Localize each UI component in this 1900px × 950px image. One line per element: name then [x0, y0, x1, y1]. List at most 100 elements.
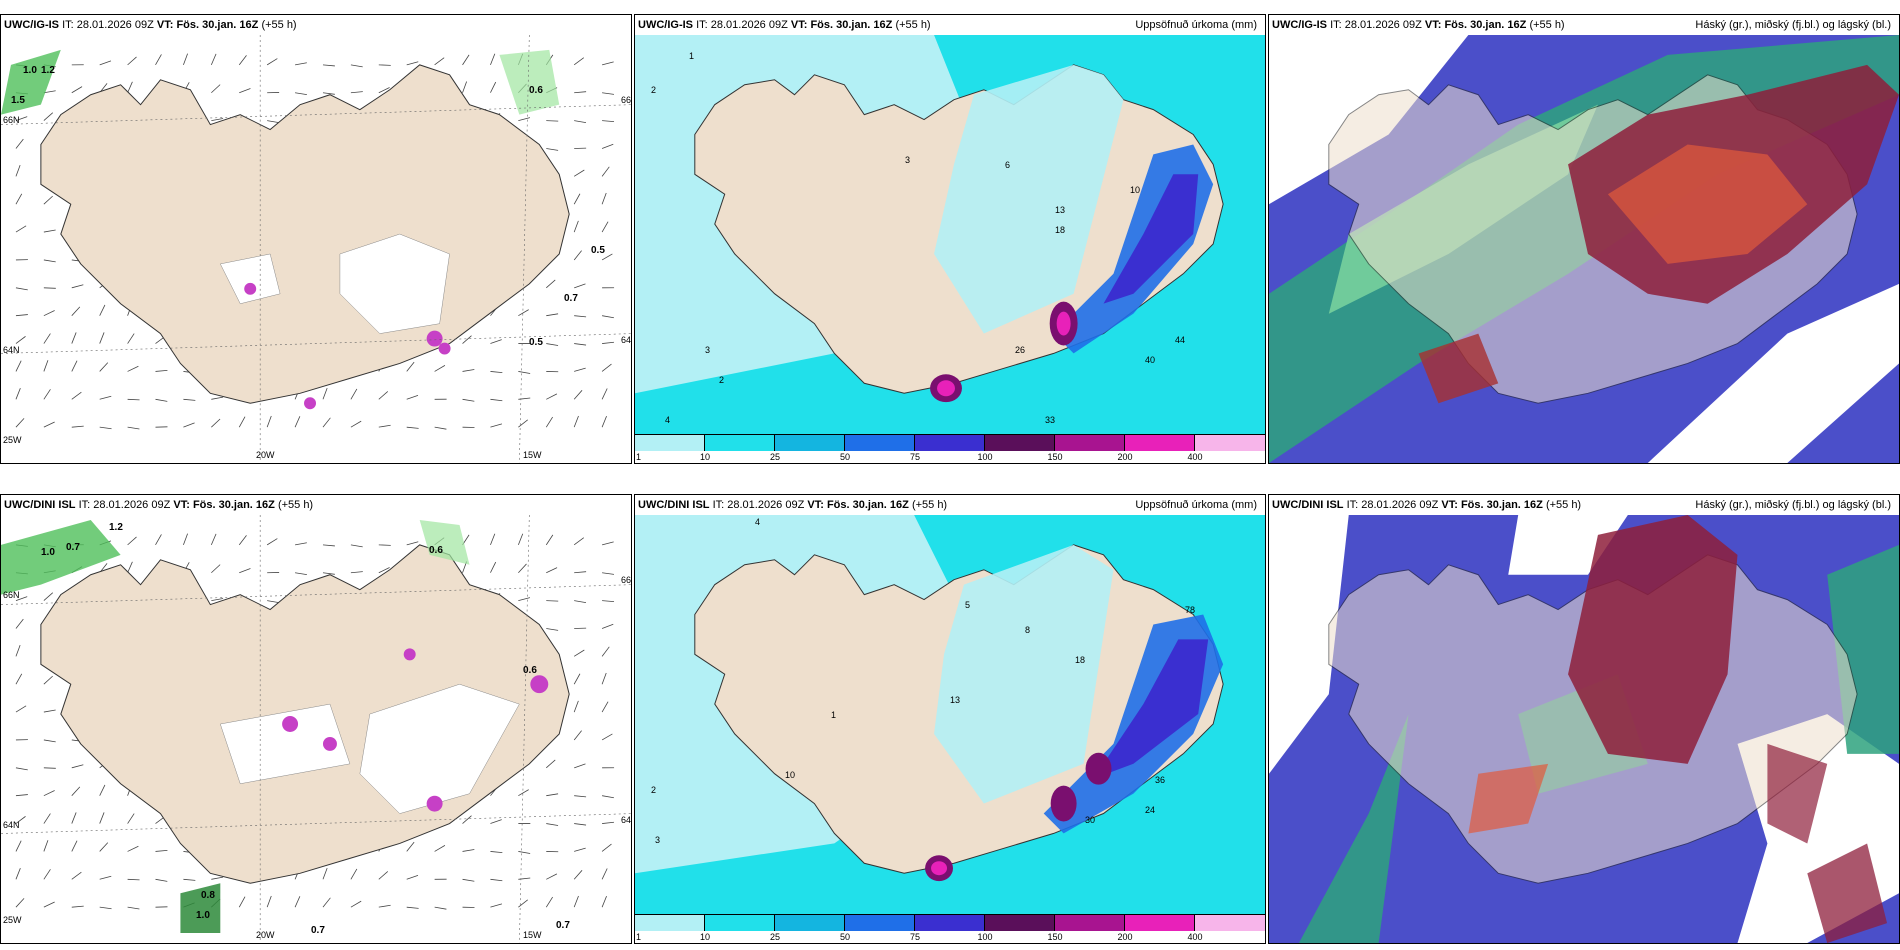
precip-value: 36 — [1155, 775, 1166, 785]
wind-barb — [266, 58, 278, 66]
wind-barb — [43, 333, 51, 344]
wind-barb — [601, 61, 614, 66]
precip-max — [1056, 311, 1071, 336]
grid-line — [1, 333, 631, 354]
wind-value: 0.7 — [556, 920, 570, 931]
precip-value: 3 — [655, 835, 661, 845]
precip-value: 18 — [1055, 225, 1066, 235]
precip-title: Uppsöfnuð úrkoma (mm) — [1135, 499, 1257, 511]
wind-barb — [490, 423, 503, 428]
wind-barb — [43, 869, 51, 880]
wind-barb — [43, 901, 55, 908]
wind-value: 0.5 — [591, 245, 605, 256]
lead-time: (+55 h) — [895, 19, 931, 31]
precip-value: 4 — [665, 415, 671, 425]
wind-barb — [574, 763, 586, 769]
precip-value: 4 — [755, 517, 761, 527]
panel-header: UWC/DINI ISL IT: 28.01.2026 09Z VT: Fös.… — [1, 495, 631, 515]
colorbar-tick: 75 — [909, 452, 921, 462]
wind-green — [180, 883, 221, 934]
wind-green — [1, 49, 61, 115]
wind-barb — [518, 117, 531, 121]
wind-barb — [378, 567, 390, 574]
wind-value: 0.7 — [564, 293, 578, 304]
cloud-title: Háský (gr.), miðský (fj.bl.) og lágský (… — [1695, 19, 1891, 31]
wind-barb — [518, 899, 528, 908]
precip-max — [937, 380, 955, 397]
lowcloud-spot — [1418, 333, 1499, 404]
wind-barb — [294, 62, 307, 66]
grid-line — [1, 104, 631, 125]
wind-barb — [434, 845, 446, 852]
wind-value: 1.2 — [41, 65, 55, 76]
grid-label: 15W — [523, 450, 542, 460]
wind-barb — [127, 333, 135, 344]
wind-barb — [99, 906, 112, 910]
precip-navy-band — [1093, 639, 1209, 779]
highcloud-orange — [1607, 144, 1808, 264]
wind-barb — [546, 393, 558, 400]
wind-barb — [43, 389, 51, 400]
wind-barb — [434, 57, 445, 66]
wind-barb — [15, 596, 28, 601]
colorbar-seg — [845, 915, 915, 931]
precip-colorbar: 1 10 25 50 75 100 150 200 400 — [635, 434, 1265, 463]
wind-barb — [406, 906, 419, 909]
wind-barb — [238, 896, 246, 908]
wind-value: 0.8 — [201, 890, 215, 901]
wind-barb — [546, 120, 559, 122]
precip-value: 5 — [965, 600, 971, 610]
wind-barb — [490, 53, 496, 66]
wind-barb — [518, 789, 529, 797]
wind-barb — [99, 395, 112, 400]
wind-barb — [546, 793, 559, 797]
wind-barb — [406, 394, 419, 400]
wind-barb — [601, 733, 613, 741]
wind-barb — [601, 541, 614, 546]
wind-barb — [43, 592, 54, 601]
wind-barb — [43, 739, 56, 743]
wind-barb — [490, 339, 502, 344]
precip-value: 13 — [1055, 205, 1066, 215]
wind-barb — [15, 418, 25, 428]
wind-barb — [295, 572, 307, 576]
wind-value: 1.2 — [109, 522, 123, 533]
wind-barb — [15, 794, 28, 797]
wind-barb — [545, 896, 553, 908]
wind-barb — [378, 544, 391, 546]
precip-navy-band — [1103, 174, 1199, 304]
wind-barb — [462, 398, 475, 402]
wind-barb — [546, 628, 559, 631]
wind-barb — [574, 847, 586, 852]
wind-barb — [71, 764, 84, 769]
wind-barb — [462, 878, 475, 882]
precip-map: 1 2 2 3 3 4 6 10 13 18 26 33 40 44 — [635, 35, 1265, 435]
wind-barb — [295, 92, 307, 96]
wind-barb — [71, 332, 77, 344]
it-value: 28.01.2026 09Z — [93, 499, 171, 511]
wind-barb — [127, 536, 137, 546]
wind-barb — [350, 420, 362, 428]
precip-value: 40 — [1145, 355, 1156, 365]
wind-barb — [601, 701, 609, 713]
precip-spot — [304, 397, 316, 410]
wind-barb — [294, 416, 301, 428]
wind-barb — [155, 54, 162, 66]
wind-barb — [462, 815, 472, 824]
wind-barb — [574, 795, 587, 798]
colorbar-seg — [1125, 435, 1195, 451]
precip-spot — [403, 648, 416, 661]
wind-barb — [545, 534, 554, 546]
colorbar-seg — [845, 435, 915, 451]
wind-value: 0.6 — [529, 85, 543, 96]
precip-panel-bottom: UWC/DINI ISL IT: 28.01.2026 09Z VT: Fös.… — [634, 494, 1266, 944]
wind-barb — [322, 897, 331, 908]
wind-barb — [211, 564, 221, 574]
wind-barb — [490, 819, 502, 824]
precip-panel-top: UWC/IG-IS IT: 28.01.2026 09Z VT: Fös. 30… — [634, 14, 1266, 464]
it-label: IT: — [696, 19, 708, 31]
wind-barb — [183, 533, 188, 545]
wind-barb — [183, 422, 195, 428]
white-gap — [1647, 283, 1899, 463]
wind-barb — [574, 343, 587, 346]
